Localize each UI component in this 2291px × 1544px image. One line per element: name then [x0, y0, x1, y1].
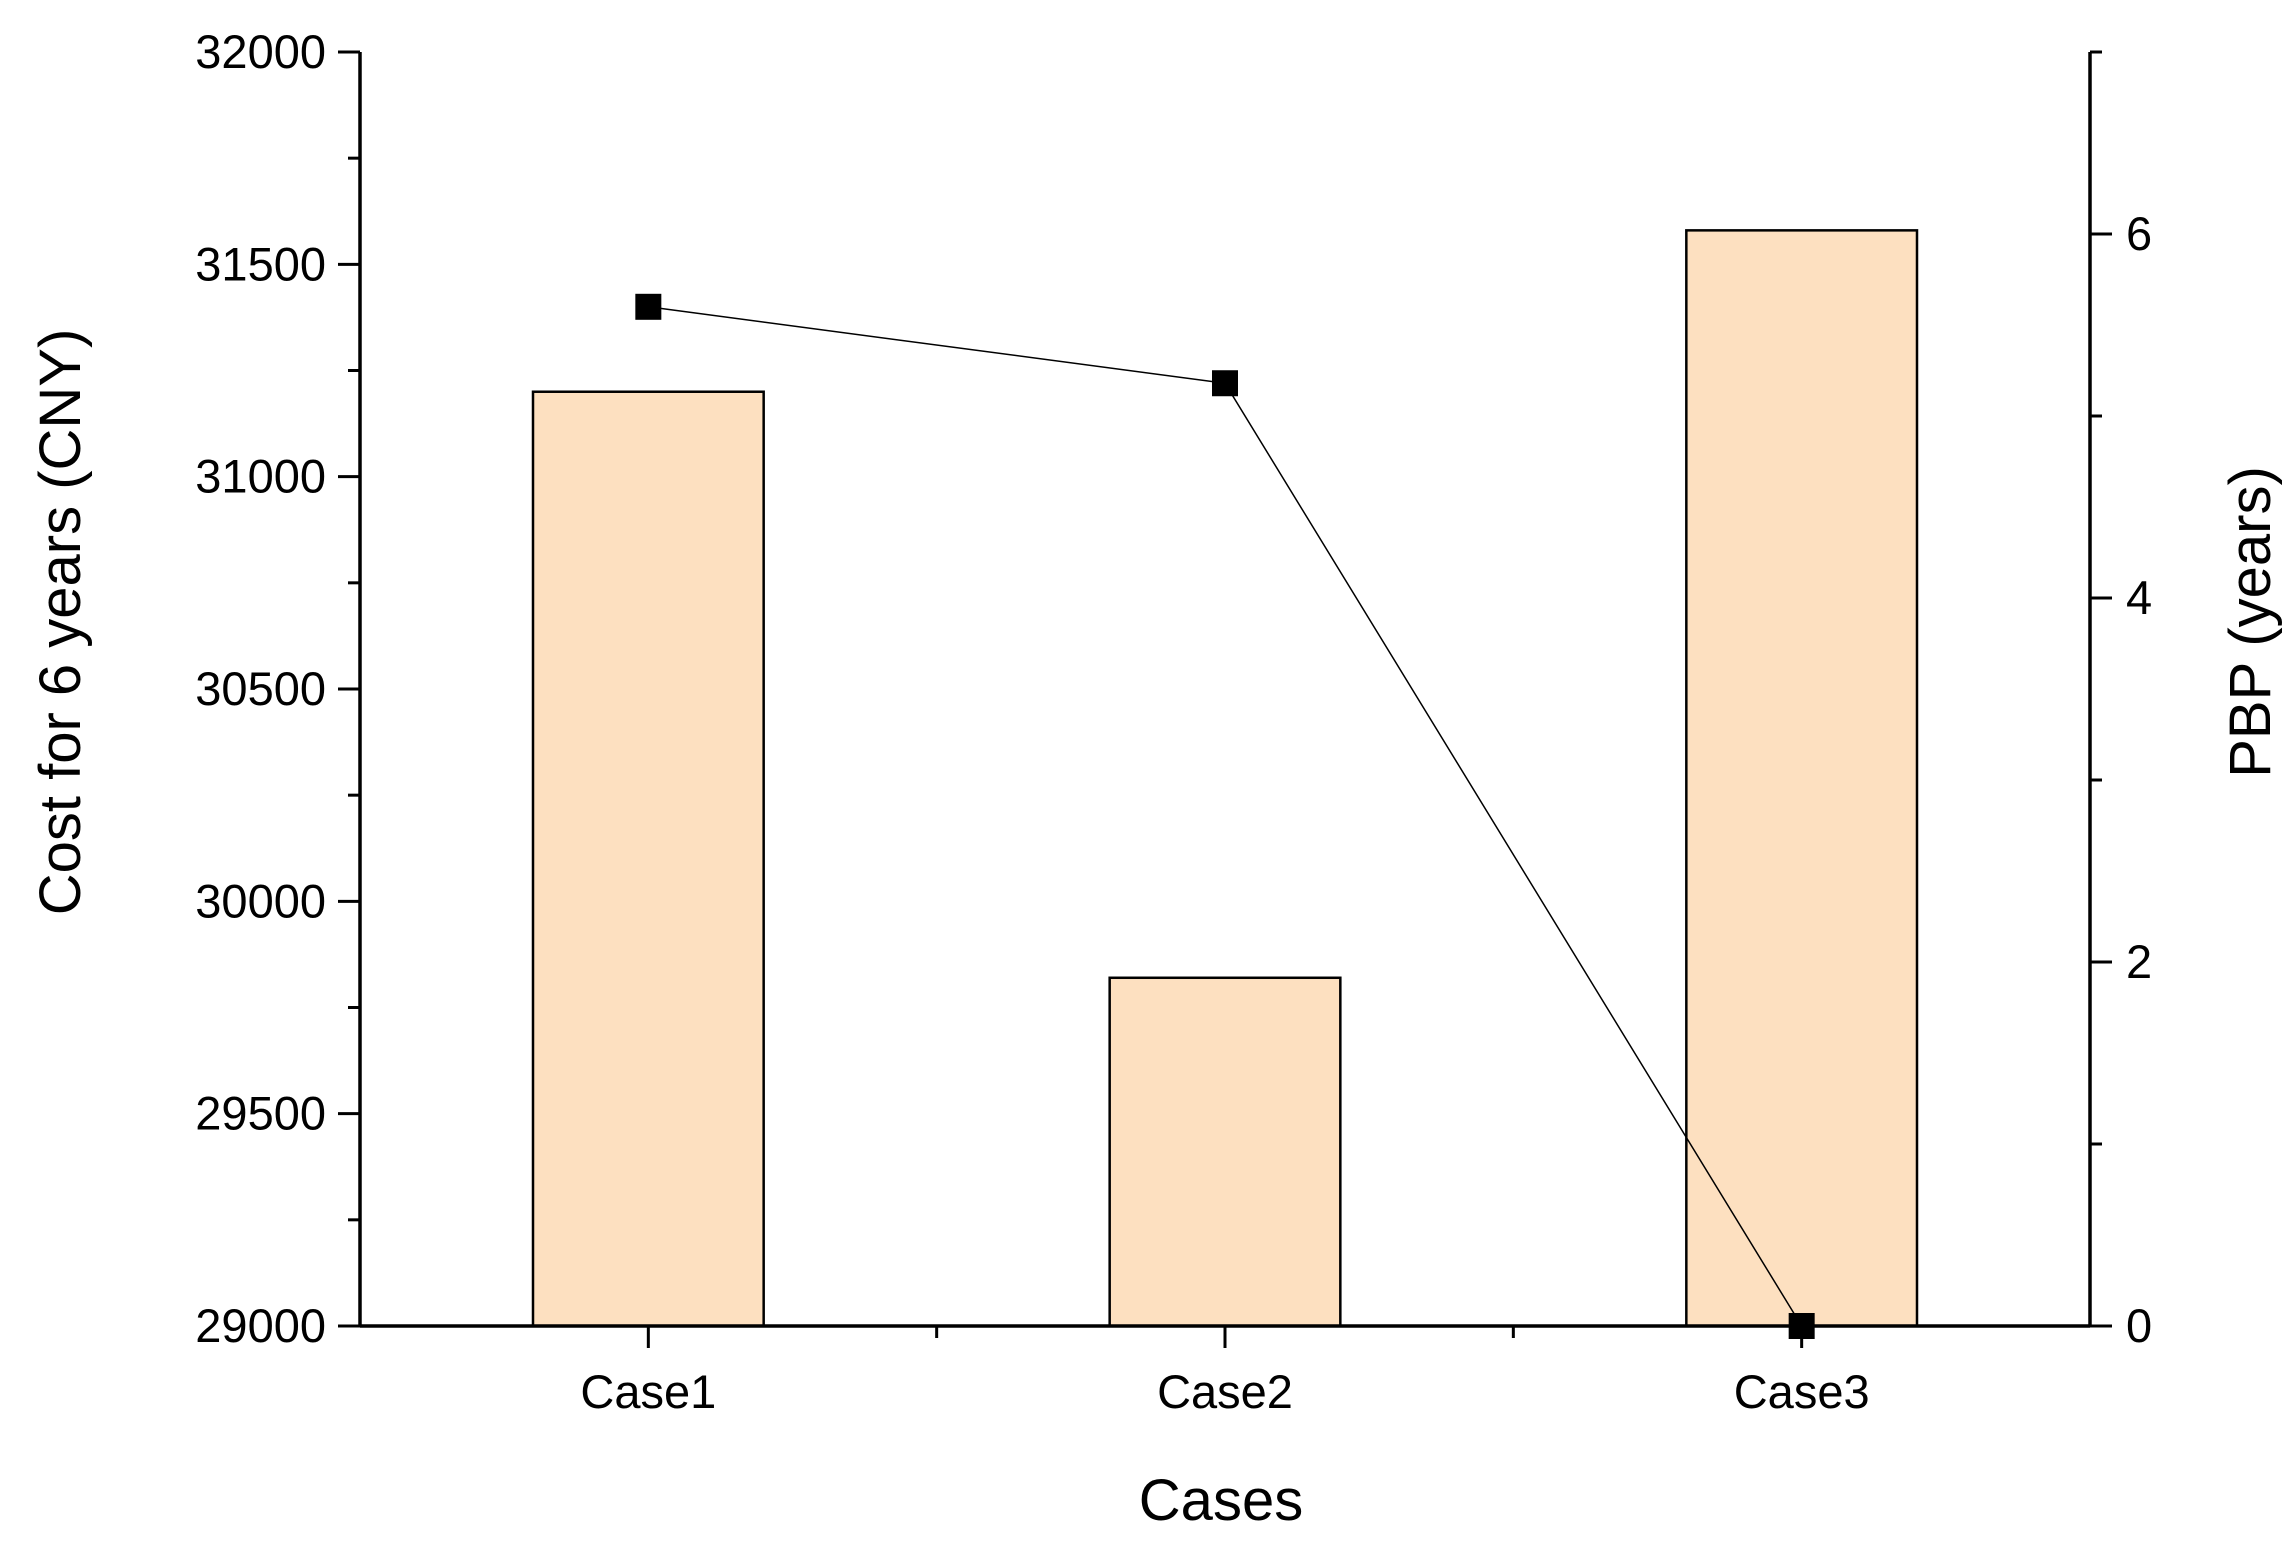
y-tick-label-32000: 32000: [195, 25, 326, 78]
y-tick-label-29500: 29500: [195, 1087, 326, 1140]
bar-case2: [1108, 976, 1342, 1328]
y-tick-label-31500: 31500: [195, 237, 326, 290]
pbp-marker-case1: [635, 293, 662, 320]
bar-case3: [1685, 229, 1919, 1328]
y-tick-label-31000: 31000: [195, 450, 326, 503]
x-axis-title: Cases: [1139, 1468, 1303, 1533]
bars-layer: [531, 229, 1919, 1328]
x-tick-label-case2: Case2: [1157, 1365, 1293, 1418]
x-tick-label-case1: Case1: [580, 1365, 716, 1418]
y2-axis-title: PBP (years): [2218, 466, 2283, 778]
y2-tick-label-2: 2: [2126, 935, 2152, 988]
y-tick-label-29000: 29000: [195, 1299, 326, 1352]
y2-tick-label-4: 4: [2126, 571, 2152, 624]
bar-case1: [531, 390, 765, 1328]
y2-tick-label-0: 0: [2126, 1299, 2152, 1352]
y2-tick-label-6: 6: [2126, 207, 2152, 260]
ticks-layer: [338, 50, 2112, 1348]
tick-labels-layer: 29000 29500 30000 30500 31000 31500 32000 0 2 4 6 C…: [195, 25, 2152, 1418]
y-tick-label-30000: 30000: [195, 874, 326, 927]
y-tick-label-30500: 30500: [195, 662, 326, 715]
x-tick-label-case3: Case3: [1734, 1365, 1870, 1418]
pbp-marker-case2: [1212, 370, 1238, 397]
y-axis-title: Cost for 6 years (CNY): [28, 329, 93, 916]
